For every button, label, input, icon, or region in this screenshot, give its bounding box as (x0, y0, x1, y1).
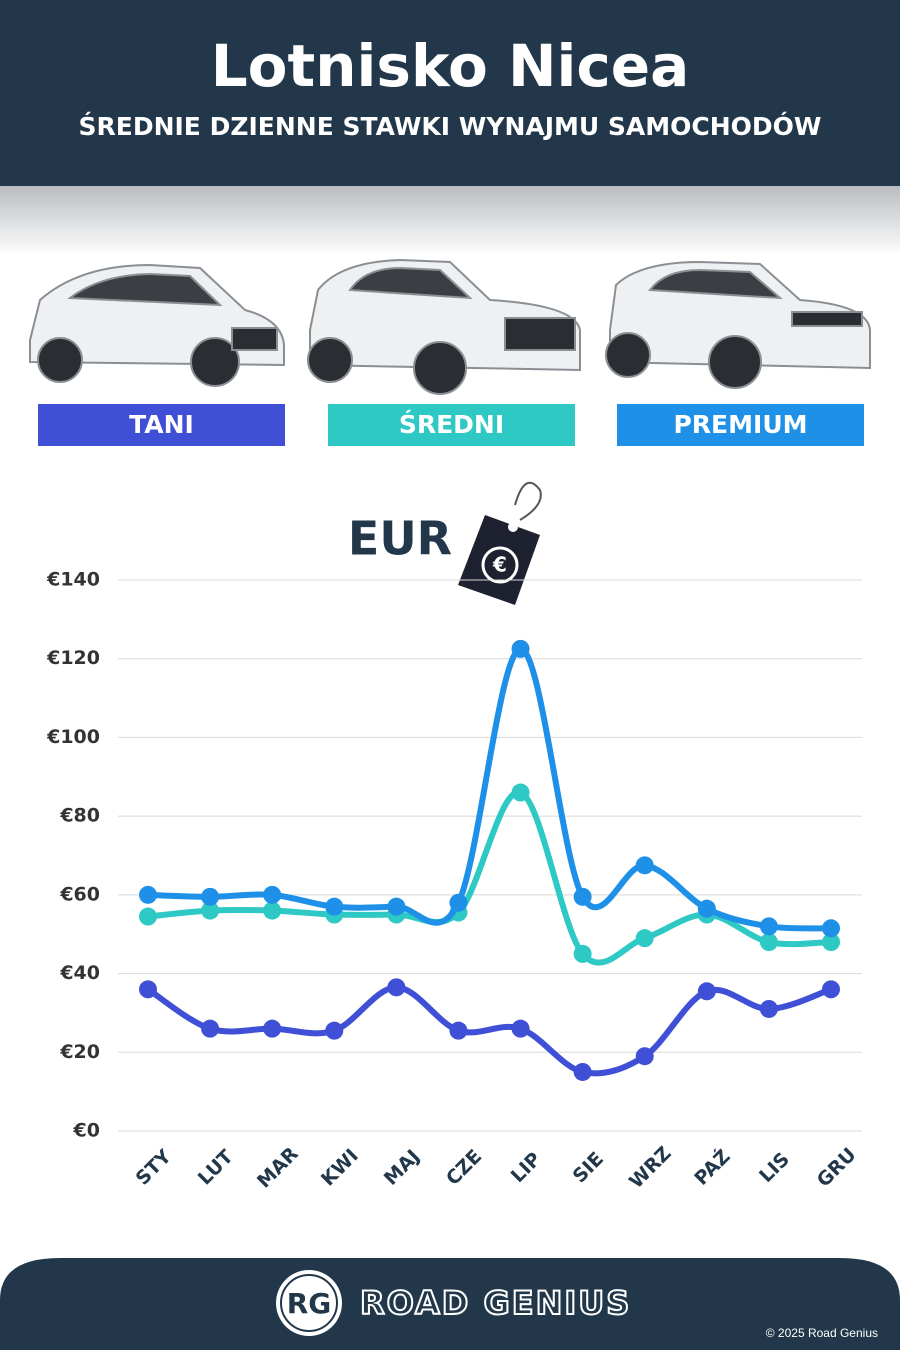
x-tick-label: MAR (253, 1143, 303, 1193)
data-point (201, 1019, 220, 1038)
data-point (201, 887, 220, 906)
data-point (263, 901, 282, 920)
data-point (573, 887, 592, 906)
car-suv (307, 258, 581, 395)
y-tick-label: €100 (46, 726, 100, 748)
legend-swatch (38, 404, 285, 446)
x-tick-label: CZE (442, 1145, 486, 1189)
data-point (822, 980, 840, 999)
data-point (573, 1062, 592, 1081)
x-tick-label: WRZ (625, 1142, 675, 1192)
data-point (263, 885, 282, 904)
y-tick-label: €80 (59, 805, 100, 827)
data-point (511, 783, 530, 802)
y-tick-label: €120 (46, 647, 100, 669)
car-premium (605, 260, 871, 389)
legend: TANI ŚREDNI PREMIUM (38, 404, 864, 446)
car-hatchback (29, 263, 285, 387)
legend-label: ŚREDNI (399, 409, 504, 439)
data-point (697, 982, 716, 1001)
x-tick-label: LUT (194, 1146, 238, 1190)
data-point (325, 897, 344, 916)
data-point (697, 899, 716, 918)
series-line (147, 789, 832, 966)
subtitle: ŚREDNIE DZIENNE STAWKI WYNAJMU SAMOCHODÓ… (79, 111, 822, 141)
data-point (511, 1019, 530, 1038)
data-point (449, 1021, 468, 1040)
data-point (573, 944, 592, 963)
data-point (759, 999, 778, 1018)
svg-text:€: € (492, 553, 507, 577)
x-tick-label: PAŹ (690, 1145, 735, 1190)
y-tick-label: €20 (59, 1041, 100, 1063)
y-tick-label: €0 (73, 1120, 100, 1142)
data-point (449, 893, 468, 912)
header-shadow (0, 186, 900, 256)
x-tick-label: LIS (755, 1148, 794, 1187)
data-point (139, 980, 157, 999)
y-tick-label: €140 (46, 569, 100, 591)
logo-text: RG (287, 1287, 332, 1320)
copyright: © 2025 Road Genius (766, 1326, 878, 1340)
legend-swatch (328, 404, 575, 446)
data-point (325, 1021, 344, 1040)
x-tick-label: STY (132, 1145, 176, 1189)
data-point (635, 856, 654, 875)
price-tag-icon: € (458, 481, 542, 605)
series-line (147, 645, 832, 932)
data-point (759, 933, 778, 952)
series-line (146, 984, 833, 1077)
footer-band (0, 1258, 900, 1350)
data-point (201, 901, 220, 920)
header-band (0, 0, 900, 186)
x-tick-label: MAJ (380, 1145, 424, 1189)
title: Lotnisko Nicea (211, 32, 690, 100)
data-point (635, 1047, 654, 1066)
data-point (387, 897, 406, 916)
x-tick-label: GRU (813, 1144, 861, 1192)
data-point (759, 917, 778, 936)
data-point (263, 1019, 282, 1038)
data-point (822, 919, 840, 938)
x-tick-label: LIP (507, 1148, 546, 1187)
data-point (387, 978, 406, 997)
y-tick-label: €40 (59, 962, 100, 984)
logo-circle (276, 1270, 342, 1336)
legend-label: TANI (129, 410, 194, 439)
data-point (635, 929, 654, 948)
data-point (511, 639, 530, 658)
x-tick-label: SIE (569, 1148, 608, 1187)
brand-name: ROAD GENIUS (360, 1284, 631, 1322)
legend-swatch (617, 404, 864, 446)
plot: €0 €20 €40 €60 €80 €100 €120 €140 STY LUT MAR KWI MA… (46, 569, 862, 1193)
logo-ring (280, 1274, 338, 1332)
x-tick-label: KWI (317, 1145, 363, 1191)
data-point (139, 907, 157, 926)
unit-label: EUR (348, 512, 452, 566)
data-point (139, 885, 157, 904)
y-tick-label: €60 (59, 883, 100, 905)
legend-label: PREMIUM (673, 410, 807, 439)
data-point (822, 933, 840, 952)
